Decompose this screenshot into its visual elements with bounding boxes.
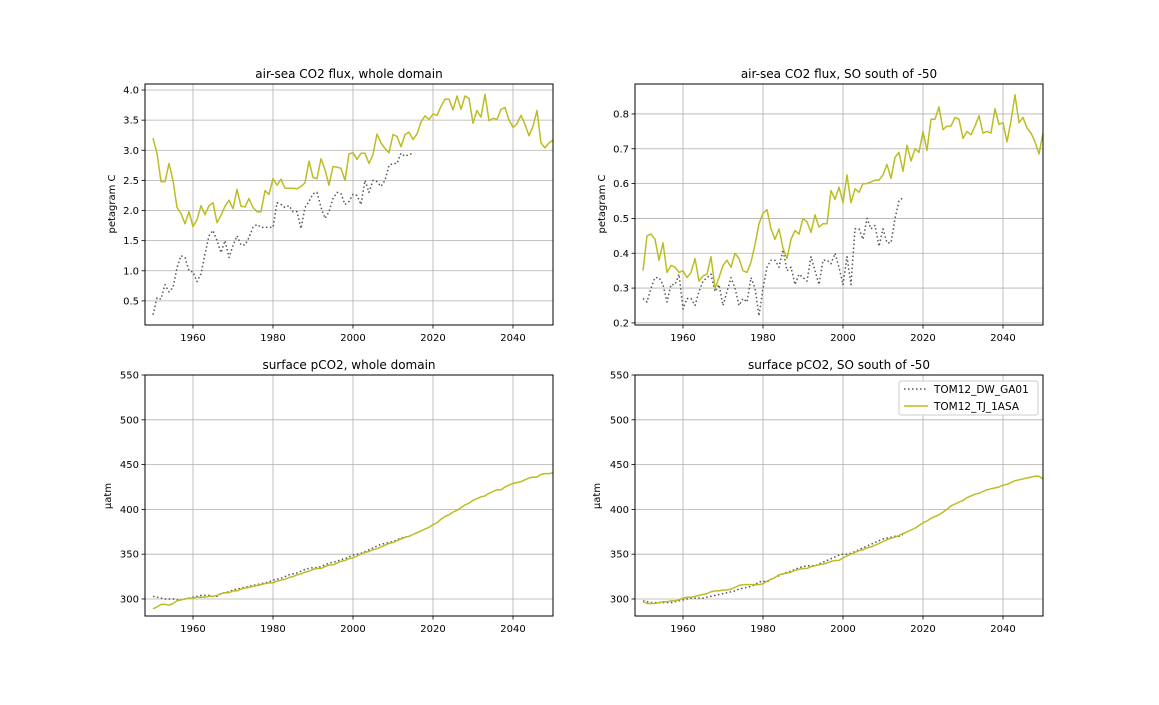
x-tick-label: 1980: [260, 333, 285, 344]
x-tick-label: 2040: [990, 624, 1015, 635]
y-tick-label: 0.5: [123, 296, 139, 307]
y-tick-label: 400: [120, 505, 139, 516]
legend-label-tj-1asa: TOM12_TJ_1ASA: [933, 401, 1020, 413]
x-tick-label: 2000: [830, 333, 855, 344]
panel-title: surface pCO2, whole domain: [262, 358, 435, 372]
y-tick-label: 300: [610, 594, 629, 605]
y-tick-label: 500: [610, 415, 629, 426]
y-tick-label: 350: [610, 550, 629, 561]
y-axis-label: µatm: [103, 483, 114, 509]
series-line-tom12-dw-ga01: [152, 152, 414, 315]
axes-frame: [634, 374, 1044, 617]
panel-title: air-sea CO2 flux, whole domain: [255, 67, 442, 81]
x-tick-label: 2020: [910, 333, 935, 344]
y-tick-label: 4.0: [123, 86, 139, 97]
x-tick-label: 2040: [500, 333, 525, 344]
series-line-tom12-tj-1asa: [642, 475, 1043, 605]
axes-frame: [144, 374, 554, 617]
x-tick-label: 1980: [750, 333, 775, 344]
y-tick-label: 3.0: [123, 146, 139, 157]
y-tick-label: 550: [120, 371, 139, 382]
y-tick-label: 450: [120, 460, 139, 471]
panel-title: air-sea CO2 flux, SO south of -50: [741, 67, 937, 81]
panel-flux-whole: air-sea CO2 flux, whole domain petagram …: [107, 67, 554, 344]
gridlines: [145, 374, 553, 616]
y-tick-label: 550: [610, 371, 629, 382]
series-line-tom12-dw-ga01: [642, 533, 904, 604]
x-tick-label: 1980: [260, 624, 285, 635]
gridlines: [635, 84, 1043, 325]
y-axis-label: petagram C: [107, 174, 118, 233]
y-tick-label: 3.5: [123, 116, 139, 127]
x-tick-label: 2020: [910, 624, 935, 635]
legend-label-dw-ga01: TOM12_DW_GA01: [933, 384, 1029, 396]
panel-pco2-whole: surface pCO2, whole domain µatm 1960 1980…: [103, 358, 554, 635]
x-tick-label: 1960: [670, 624, 695, 635]
x-tick-label: 2040: [990, 333, 1015, 344]
x-tick-label: 1960: [180, 624, 205, 635]
x-tick-label: 2040: [500, 624, 525, 635]
x-tick-label: 1960: [180, 333, 205, 344]
x-tick-label: 2020: [420, 333, 445, 344]
y-tick-label: 1.5: [123, 236, 139, 247]
x-tick-label: 2000: [340, 333, 365, 344]
y-tick-label: 400: [610, 505, 629, 516]
y-tick-label: 300: [120, 594, 139, 605]
y-tick-label: 0.8: [613, 109, 629, 120]
y-tick-label: 0.5: [613, 214, 629, 225]
series-line-tom12-dw-ga01: [152, 533, 414, 601]
y-tick-label: 500: [120, 415, 139, 426]
y-tick-label: 0.4: [613, 249, 629, 260]
panel-flux-so: air-sea CO2 flux, SO south of -50 petagr…: [597, 67, 1044, 344]
y-tick-label: 0.7: [613, 144, 629, 155]
series-line-tom12-tj-1asa: [152, 93, 553, 228]
gridlines: [145, 84, 553, 325]
y-axis-label: µatm: [592, 483, 603, 509]
series-line-tom12-tj-1asa: [642, 94, 1043, 289]
axes-frame: [634, 83, 1044, 326]
legend: TOM12_DW_GA01 TOM12_TJ_1ASA: [898, 380, 1039, 416]
y-tick-label: 0.6: [613, 179, 629, 190]
series-line-tom12-tj-1asa: [152, 471, 553, 610]
x-tick-label: 2000: [340, 624, 365, 635]
x-tick-label: 2000: [830, 624, 855, 635]
y-tick-label: 350: [120, 550, 139, 561]
panel-pco2-so: surface pCO2, SO south of -50 µatm 1960 1…: [592, 358, 1044, 635]
x-tick-label: 1980: [750, 624, 775, 635]
x-tick-label: 2020: [420, 624, 445, 635]
y-tick-label: 2.5: [123, 176, 139, 187]
y-tick-label: 0.3: [613, 284, 629, 295]
x-tick-label: 1960: [670, 333, 695, 344]
y-tick-label: 0.2: [613, 318, 629, 329]
axes-frame: [144, 83, 554, 326]
y-tick-label: 450: [610, 460, 629, 471]
panel-title: surface pCO2, SO south of -50: [748, 358, 930, 372]
legend-frame: [898, 380, 1039, 416]
series-line-tom12-dw-ga01: [642, 196, 904, 317]
y-tick-label: 2.0: [123, 206, 139, 217]
y-tick-label: 1.0: [123, 266, 139, 277]
y-axis-label: petagram C: [597, 174, 608, 233]
